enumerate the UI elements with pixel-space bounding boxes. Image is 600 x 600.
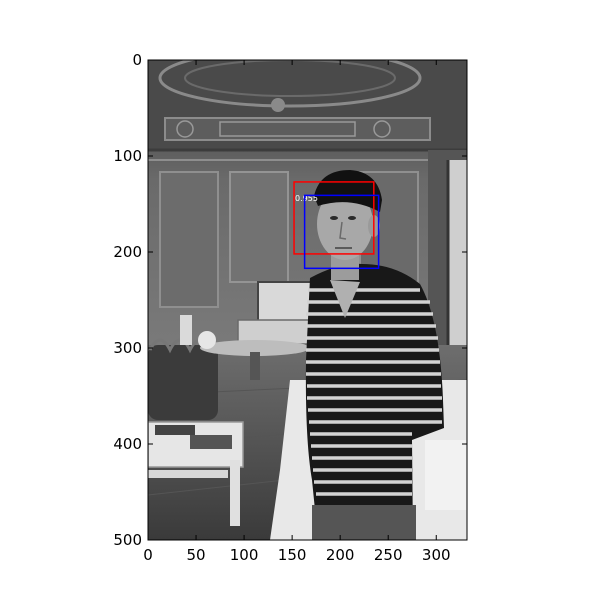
x-tick-label: 300 [422, 546, 451, 564]
detection-score-label: 0.955 [295, 194, 318, 203]
y-axis: 0 100 200 300 400 500 [113, 51, 467, 549]
y-tick-label: 500 [113, 531, 142, 549]
y-tick-label: 0 [132, 51, 142, 69]
y-tick-label: 100 [113, 147, 142, 165]
x-tick-label: 250 [374, 546, 403, 564]
y-tick-label: 200 [113, 243, 142, 261]
axes-frame [147, 59, 468, 541]
detection-boxes: 0.955 [293, 181, 380, 270]
x-tick-label: 50 [186, 546, 205, 564]
person [305, 170, 444, 540]
blue-box [303, 194, 380, 270]
x-tick-label: 150 [278, 546, 307, 564]
y-tick-label: 400 [113, 435, 142, 453]
photograph [148, 60, 467, 540]
red-box [293, 181, 375, 255]
x-tick-label: 100 [230, 546, 259, 564]
x-tick-label: 0 [143, 546, 153, 564]
y-tick-label: 300 [113, 339, 142, 357]
x-axis: 0 50 100 150 200 250 300 [143, 60, 451, 564]
x-tick-label: 200 [326, 546, 355, 564]
